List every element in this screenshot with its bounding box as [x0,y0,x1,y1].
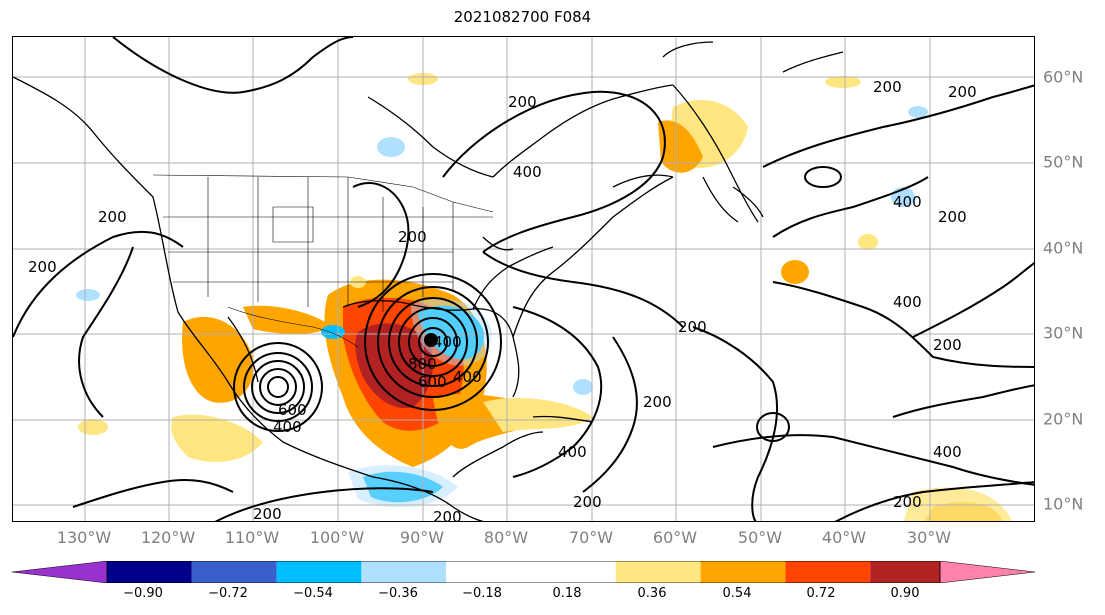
contour-label: 200 [893,493,922,511]
colorbar-segment [785,561,871,583]
contour-label: 800 [408,355,437,373]
warm-patch [73,521,103,522]
contour-label: 400 [513,163,542,181]
warm-field-labrador-orange [658,120,703,173]
contour-label: 200 [28,258,57,276]
lon-label: 90°W [399,528,445,547]
lon-label: 80°W [483,528,529,547]
lon-label: 120°W [140,528,196,547]
lon-label: 70°W [568,528,614,547]
colorbar-segment [615,561,701,583]
lon-label: 110°W [224,528,280,547]
contour-label: 400 [933,443,962,461]
lon-label: 40°W [821,528,867,547]
warm-field-mexico-yellow [171,414,263,462]
political-borders [152,174,494,348]
contour-label: 200 [948,83,977,101]
warm-field-yellow-carib [483,397,593,432]
lon-label: 30°W [906,528,952,547]
colorbar-tick-label: −0.72 [208,586,248,601]
contour-label: 200 [933,336,962,354]
colorbar-segment [107,561,192,583]
colorbar-tick-label: −0.18 [462,586,502,601]
lon-label: 130°W [56,528,112,547]
contour-label: 200 [253,505,282,522]
cold-patch [573,379,593,395]
colorbar-segment [870,561,941,583]
cold-patch [321,325,345,339]
storm-center-marker [424,333,438,347]
cold-field-lightblue [411,298,492,366]
warm-patch [858,234,878,250]
map-panel: 200 200 200 200 200 200 200 200 200 200 … [12,36,1035,522]
lon-label: 100°W [309,528,365,547]
map-title: 2021082700 F084 [453,8,592,26]
cold-patch [76,289,100,301]
map-canvas: 200 200 200 200 200 200 200 200 200 200 … [13,37,1034,522]
contour-label: 200 [398,228,427,246]
contour-label: 400 [893,193,922,211]
contour-label: 200 [573,493,602,511]
colorbar-segment [361,561,447,583]
lon-label: 60°W [652,528,698,547]
warm-field-mexico [182,316,254,403]
lat-label: 10°N [1043,494,1084,514]
contour-label: 200 [678,318,707,336]
lat-label: 40°N [1043,238,1084,258]
contour-label: 200 [508,93,537,111]
contour-lines [13,37,1034,521]
cold-field-centralam-light [348,465,458,508]
contour-label: 200 [873,78,902,96]
colorbar [12,561,1035,583]
contour-label: 200 [433,508,462,522]
contour-label: 400 [453,368,482,386]
contour-label: 400 [893,293,922,311]
graticule [13,37,1034,521]
lat-label: 60°N [1043,67,1084,87]
warm-field-eastatl-yellow [903,487,1012,521]
colorbar-segment [191,561,277,583]
colorbar-tick-label: 0.72 [806,586,836,601]
contour-label: 400 [273,418,302,436]
lon-label: 50°W [737,528,783,547]
warm-field-darkred [355,323,433,408]
colorbar-tick-label: 0.90 [890,586,920,601]
colorbar-tick-label: 0.18 [552,586,582,601]
warm-patch [825,76,861,88]
contour-label: 200 [938,208,967,226]
contour-labels: 200 200 200 200 200 200 200 200 200 200 … [28,78,977,522]
contour-label: 600 [418,373,447,391]
warm-patch [78,419,108,435]
colorbar-tick-label: −0.90 [123,586,163,601]
colorbar-segment [446,561,616,583]
cold-patch [908,106,928,118]
colorbar-tick-label: 0.54 [722,586,752,601]
warm-patch [781,260,809,284]
warm-field-mexico-coast [243,305,333,334]
colorbar-segment [276,561,362,583]
colorbar-extend-low [12,561,108,583]
contour-label: 400 [433,333,462,351]
lat-label: 30°N [1043,323,1084,343]
colorbar-segment [700,561,786,583]
colorbar-tick-label: −0.54 [293,586,333,601]
shaded-anomaly-fields [73,73,1012,522]
contour-label: 400 [558,443,587,461]
colorbar-tick-label: −0.36 [378,586,418,601]
lat-label: 50°N [1043,152,1084,172]
cold-patch [377,137,405,157]
colorbar-extend-high [939,561,1035,583]
contour-label: 200 [98,208,127,226]
coastlines [13,41,844,521]
colorbar-tick-label: 0.36 [637,586,667,601]
contour-label: 600 [278,401,307,419]
contour-label: 200 [643,393,672,411]
lat-label: 20°N [1043,409,1084,429]
